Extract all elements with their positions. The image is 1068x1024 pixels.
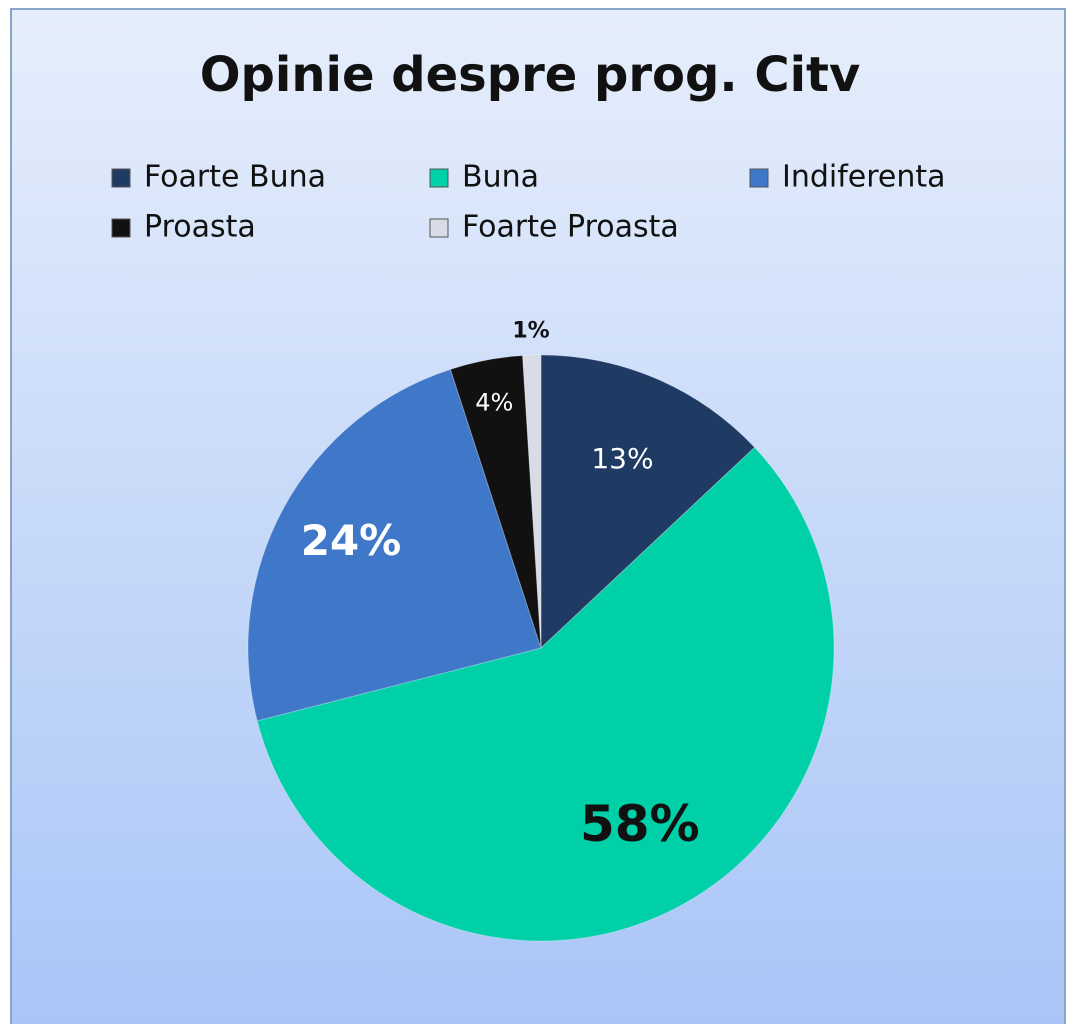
legend-swatch	[429, 218, 449, 238]
legend-swatch	[749, 168, 769, 188]
legend-label: Foarte Proasta	[462, 210, 679, 245]
legend-swatch	[111, 168, 131, 188]
legend-label: Proasta	[144, 210, 256, 245]
pie-slice	[540, 354, 756, 650]
data-label: 1%	[512, 319, 549, 344]
pie-slice	[449, 355, 542, 649]
legend-label: Buna	[462, 160, 539, 195]
pie-slice	[256, 446, 835, 942]
chart-title: Opinie despre prog. Citv	[200, 47, 861, 103]
pie-slice	[247, 368, 542, 722]
data-label: 24%	[301, 516, 402, 565]
pie-slice	[522, 354, 542, 649]
legend-label: Foarte Buna	[144, 160, 326, 195]
data-label: 58%	[580, 795, 700, 853]
legend-swatch	[429, 168, 449, 188]
data-label: 4%	[475, 388, 513, 416]
data-label: 13%	[591, 442, 653, 475]
legend-swatch	[111, 218, 131, 238]
legend-label: Indiferenta	[782, 160, 946, 195]
